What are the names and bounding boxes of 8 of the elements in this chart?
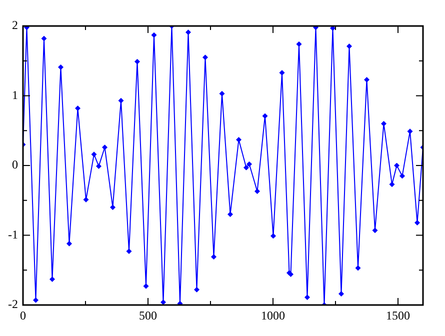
y-tick-label: -1 [8, 227, 18, 242]
y-tick-label: -2 [8, 297, 18, 312]
x-tick-label: 1000 [261, 308, 285, 322]
y-tick-label: 1 [12, 88, 18, 102]
x-tick-label: 500 [139, 308, 157, 322]
y-tick-label: 2 [12, 18, 18, 32]
x-tick-label: 1500 [386, 308, 410, 322]
y-tick-label: 0 [12, 158, 18, 172]
